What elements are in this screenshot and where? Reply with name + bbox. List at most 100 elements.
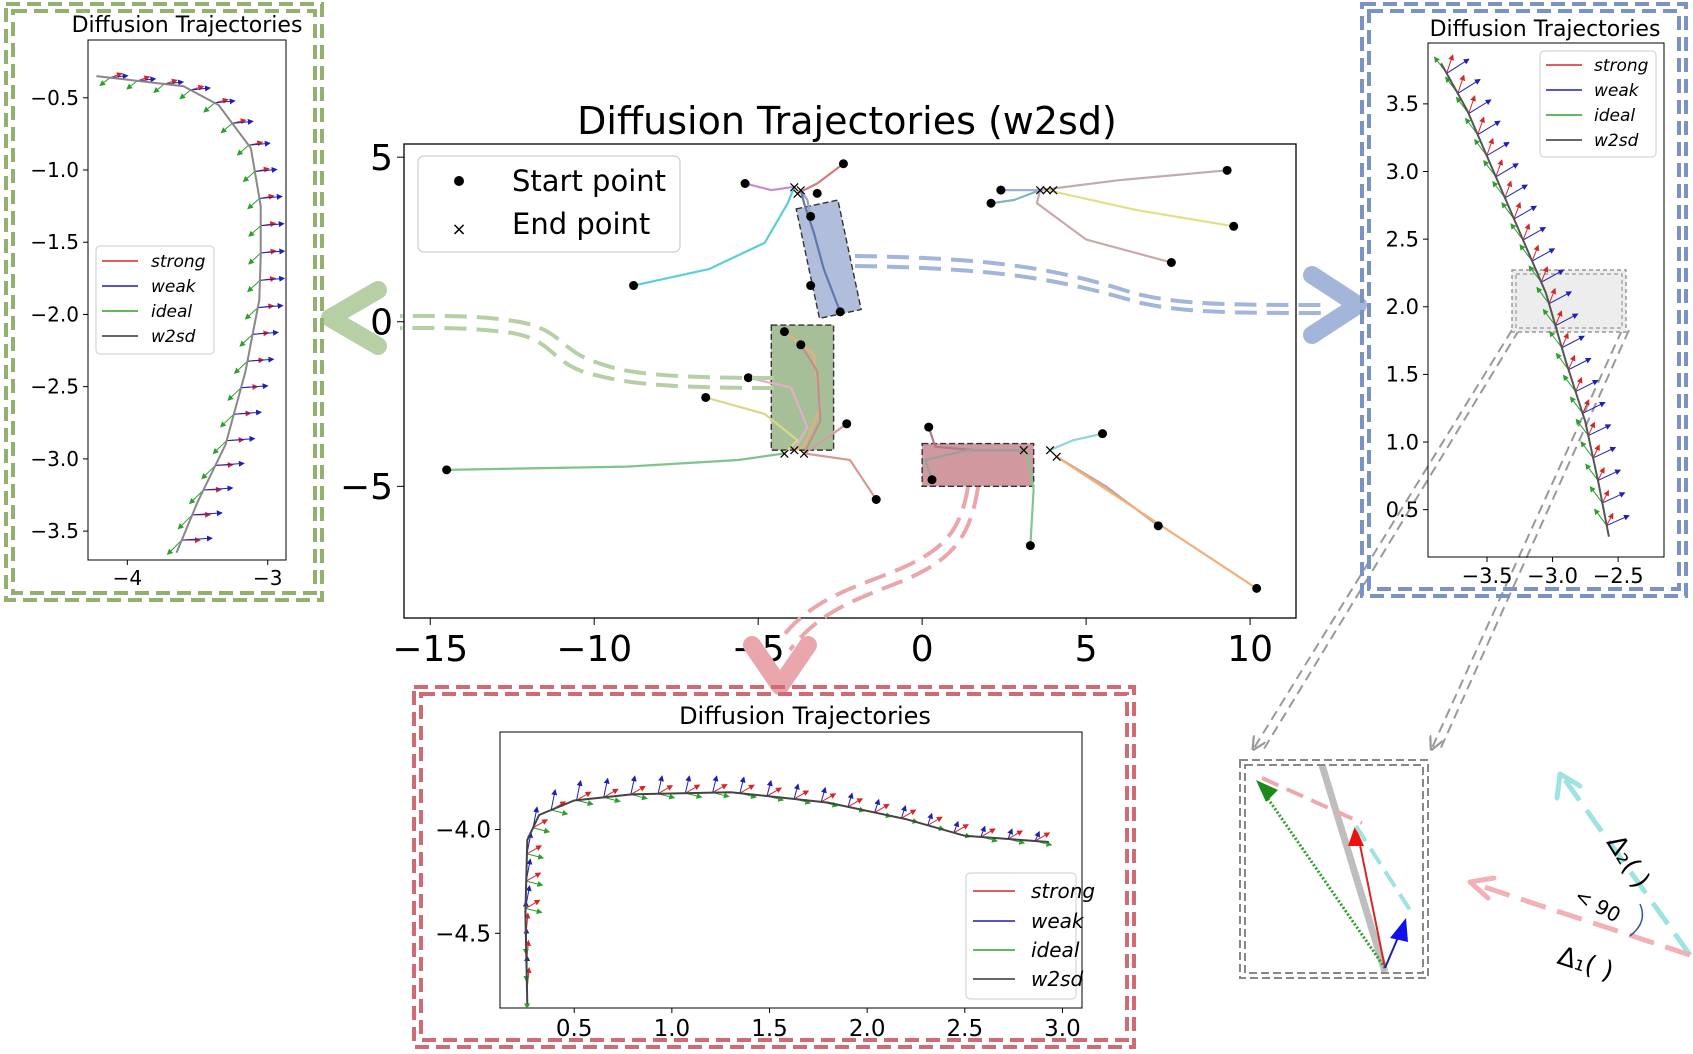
main-highlight-boxes <box>770 199 1035 488</box>
end-point: × <box>795 181 808 199</box>
trajectory-line <box>1022 449 1035 547</box>
x-tick-label: 2.5 <box>947 1016 984 1042</box>
y-tick-label: −5 <box>340 467 393 508</box>
start-point <box>812 188 822 198</box>
start-point <box>927 475 937 485</box>
y-tick-label: −1.0 <box>30 158 79 182</box>
zoom-detail-frame-2 <box>1244 764 1424 974</box>
right-y-ticks: 3.5 3.0 2.5 2.0 1.5 1.0 0.5 <box>1386 92 1428 522</box>
strong-vector <box>980 828 996 838</box>
trajectory-line <box>1035 189 1173 264</box>
start-point <box>1252 583 1262 593</box>
right-vector-arrows <box>1433 54 1630 526</box>
ideal-vector <box>99 77 111 87</box>
bottom-y-ticks: −4.0 −4.5 <box>435 818 500 947</box>
weak-vector <box>712 775 719 793</box>
strong-vector <box>657 785 674 795</box>
red-connector-2 <box>778 486 970 642</box>
right-inset-frame-inner <box>1367 9 1681 591</box>
zoom-detail-frame <box>1239 759 1429 979</box>
start-point <box>838 159 848 169</box>
weak-vector <box>1495 163 1519 178</box>
weak-vector <box>793 783 800 800</box>
ideal-vector <box>126 80 138 90</box>
strong-vector <box>1477 116 1485 135</box>
trajectory-line <box>1048 432 1104 452</box>
end-point: × <box>1034 181 1047 199</box>
right-legend-ideal: ideal <box>1594 106 1635 126</box>
start-point <box>996 185 1006 195</box>
weak-vector <box>1561 335 1585 349</box>
weak-vector <box>1582 401 1606 414</box>
bottom-legend-box <box>965 872 1077 1000</box>
y-tick-label: −3.5 <box>30 519 79 543</box>
weak-vector <box>1548 291 1573 305</box>
ideal-vector <box>233 360 248 374</box>
start-point <box>1166 258 1176 267</box>
gray-connector-right-b <box>1438 329 1630 753</box>
end-point: × <box>1040 181 1053 199</box>
strong-vector <box>532 819 549 829</box>
strong-vector <box>603 788 619 798</box>
strong-vector <box>874 803 890 813</box>
strong-vector <box>1575 376 1583 392</box>
delta2-arrowhead <box>1554 771 1583 801</box>
main-plot-frame <box>403 143 1297 619</box>
main-legend: Start point × End point <box>417 155 681 253</box>
ideal-vector <box>244 307 259 320</box>
strong-vector <box>847 798 864 808</box>
weak-vector <box>1007 828 1013 840</box>
y-tick-label: 0.5 <box>1386 498 1419 522</box>
main-end-points: ××× ×××××× × ×× <box>778 178 1063 466</box>
end-point: × <box>798 444 811 462</box>
weak-vector <box>260 221 285 228</box>
weak-vector <box>1555 313 1579 327</box>
right-w2sd-path <box>1440 62 1610 537</box>
weak-vector <box>1597 469 1622 481</box>
ideal-vector <box>201 465 216 480</box>
x-tick-label: −4 <box>113 566 142 590</box>
bottom-legend-ideal: ideal <box>1031 938 1080 962</box>
strong-vector <box>1568 354 1576 370</box>
start-point <box>842 419 852 429</box>
weak-vector <box>181 535 213 542</box>
ideal-vector <box>1542 308 1556 327</box>
bottom-inset-title: Diffusion Trajectories <box>679 702 931 730</box>
trajectory-line <box>445 452 786 471</box>
green-connector <box>399 313 775 380</box>
highlight-box <box>795 199 862 320</box>
trajectory-line <box>1045 189 1235 228</box>
bottom-x-ticks: 0.5 1.0 1.5 2.0 2.5 3.0 <box>556 1008 1081 1042</box>
zoom-detail-inset <box>1239 759 1429 979</box>
strong-vector <box>526 845 543 855</box>
right-legend-strong: strong <box>1594 56 1649 76</box>
ideal-vector <box>166 539 183 556</box>
blue-connector <box>854 254 1331 307</box>
ideal-vector <box>532 827 551 834</box>
right-x-ticks: −3.5 −3.0 −2.5 <box>1462 557 1644 588</box>
left-w2sd-path <box>96 75 262 554</box>
x-tick-label: 0 <box>911 629 934 670</box>
weak-vector <box>630 775 637 795</box>
zoom-w2sd-line <box>1318 763 1389 974</box>
trajectory-line <box>743 182 796 192</box>
start-point <box>740 179 750 188</box>
main-chart: Diffusion Trajectories (w2sd) ××× ×××××× ×… <box>340 99 1297 670</box>
weak-vector <box>192 510 223 517</box>
strong-vector <box>1457 74 1466 94</box>
left-inset: Diffusion Trajectories −4 −3 −0.5 −1.0 −1.5… <box>4 2 324 602</box>
trajectory-line <box>1039 169 1229 192</box>
trajectory-line <box>799 343 822 455</box>
x-tick-label: −2.5 <box>1593 564 1644 588</box>
left-inset-frame-inner <box>11 9 317 595</box>
x-tick-label: 2.0 <box>849 1016 886 1042</box>
strong-vector <box>901 809 917 819</box>
end-point: × <box>1018 441 1031 459</box>
start-point <box>1025 541 1035 551</box>
x-tick-label: −10 <box>556 629 632 670</box>
ideal-vector <box>203 102 216 113</box>
main-chart-title: Diffusion Trajectories (w2sd) <box>577 99 1117 143</box>
y-tick-label: 0 <box>370 302 393 343</box>
trajectory-line <box>989 189 1042 205</box>
end-point: × <box>1050 448 1063 466</box>
